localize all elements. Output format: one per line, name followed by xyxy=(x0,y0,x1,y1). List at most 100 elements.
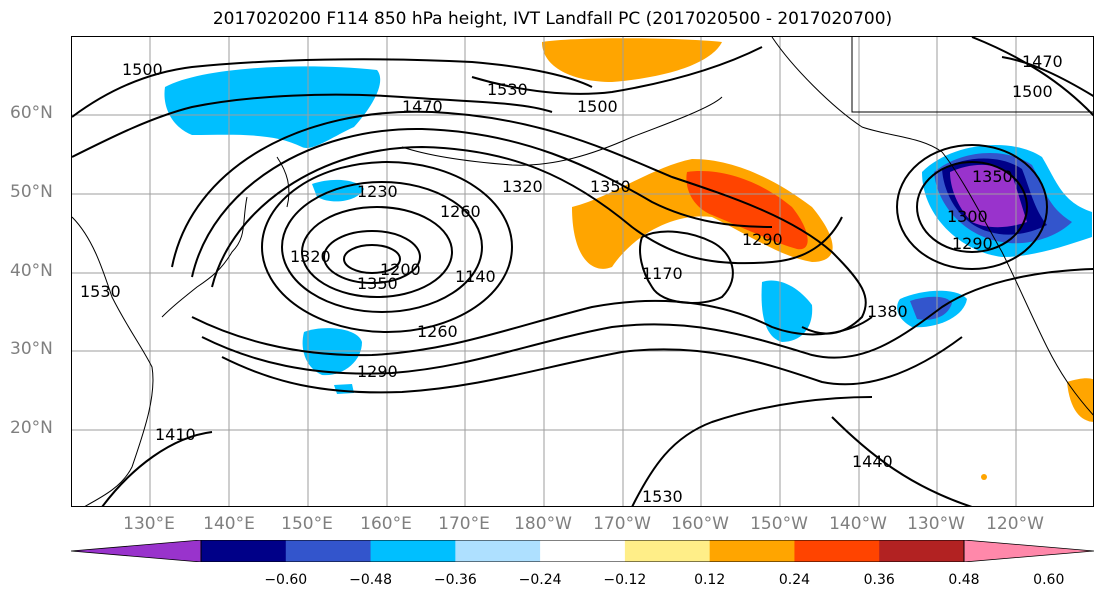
lat-label-50n: 50°N xyxy=(10,182,53,202)
lon-label-150w: 150°W xyxy=(750,514,808,534)
contour-1380 xyxy=(191,299,873,357)
contour-label: 1440 xyxy=(852,452,893,471)
height-contours xyxy=(72,37,1093,506)
contour-1170 xyxy=(323,230,421,284)
colorbar-cell xyxy=(879,540,965,562)
contour-label: 1470 xyxy=(402,97,443,116)
colorbar-extend-low xyxy=(71,540,202,562)
lat-label-30n: 30°N xyxy=(10,339,53,359)
contour-1200 xyxy=(301,206,453,298)
contour-label: 1260 xyxy=(417,322,458,341)
colorbar-tick-label: −0.36 xyxy=(433,572,477,588)
lon-label-160w: 160°W xyxy=(671,514,729,534)
contour-1350 xyxy=(171,110,867,335)
colorbar-outline xyxy=(200,540,965,562)
colorbar-tick-label: 0.12 xyxy=(694,572,726,588)
colorbar-cell xyxy=(370,540,456,562)
colorbar-tick-label: −0.24 xyxy=(518,572,562,588)
lon-label-130w: 130°W xyxy=(907,514,965,534)
colorbar-extend-high xyxy=(963,540,1094,562)
lon-label-130e: 130°E xyxy=(123,514,175,534)
shade-pos-se xyxy=(1067,378,1093,422)
contour-label: 1350 xyxy=(972,167,1013,186)
shade-pos-core xyxy=(686,171,808,250)
lon-label-150e: 150°E xyxy=(281,514,333,534)
coast-na-west xyxy=(941,151,1093,416)
contour-1530 xyxy=(471,46,973,506)
contour-label: 1350 xyxy=(357,274,398,293)
shade-neg-hawaii-ne-dark xyxy=(910,296,952,320)
colorbar-tick-label: 0.24 xyxy=(778,572,811,588)
contour-1470 xyxy=(72,93,553,506)
colorbar-cell xyxy=(624,540,711,562)
lat-label-20n: 20°N xyxy=(10,418,53,438)
contour-label: 1500 xyxy=(1012,82,1053,101)
colorbar-cell xyxy=(285,540,372,562)
contour-label: 1290 xyxy=(357,362,398,381)
contour-ne-upper xyxy=(971,37,1093,117)
colorbar-tick-label: −0.12 xyxy=(603,572,647,588)
colorbar-tick-label: −0.60 xyxy=(264,572,308,588)
colorbar-tick-label: 0.60 xyxy=(1033,572,1065,588)
lon-label-140w: 140°W xyxy=(829,514,887,534)
contour-1230 xyxy=(281,181,483,313)
contour-1260-e xyxy=(639,230,734,304)
contour-label: 1290 xyxy=(952,234,993,253)
colorbar-cell xyxy=(794,540,880,562)
contour-label: 1300 xyxy=(947,207,988,226)
contour-label: 1260 xyxy=(440,202,481,221)
contour-label: 1500 xyxy=(577,97,618,116)
colorbar-tick-label: 0.36 xyxy=(863,572,895,588)
colorbar-cell xyxy=(201,540,287,562)
contour-label: 1530 xyxy=(642,487,683,506)
contour-label: 1350 xyxy=(590,177,631,196)
coast-alaska xyxy=(771,37,943,153)
contour-ne-1320 xyxy=(896,144,1048,270)
coast-kamchatka xyxy=(276,156,290,208)
contour-label: 1290 xyxy=(742,230,783,249)
ivt-shading xyxy=(164,38,1093,480)
lon-label-180w: 180°W xyxy=(514,514,572,534)
map-panel: 1500 1470 1530 1500 1320 1350 1230 1260 … xyxy=(71,36,1094,507)
colorbar xyxy=(71,540,1094,562)
map-svg: 1500 1470 1530 1500 1320 1350 1230 1260 … xyxy=(72,37,1093,506)
contour-label: 1380 xyxy=(867,302,908,321)
shade-pos-north xyxy=(542,38,722,82)
lon-label-140e: 140°E xyxy=(203,514,255,534)
contour-1410 xyxy=(201,268,1093,375)
shade-neg-bc-core xyxy=(950,164,1027,228)
contour-label: 1320 xyxy=(502,177,543,196)
contour-1260-w xyxy=(261,161,513,333)
contour-label: 1530 xyxy=(487,80,528,99)
colorbar-tick-label: 0.48 xyxy=(948,572,980,588)
contour-labels: 1500 1470 1530 1500 1320 1350 1230 1260 … xyxy=(80,52,1063,506)
lat-label-60n: 60°N xyxy=(10,103,53,123)
contour-label: 1230 xyxy=(357,182,398,201)
coast-asia xyxy=(72,216,154,506)
contour-1440 xyxy=(221,336,963,394)
lon-label-170e: 170°E xyxy=(438,514,490,534)
contour-1500 xyxy=(72,58,873,506)
colorbar-cell xyxy=(709,540,795,562)
contour-1320 xyxy=(191,127,773,278)
shade-pos-dot xyxy=(981,474,987,480)
contour-label: 1410 xyxy=(155,425,196,444)
shade-neg-central xyxy=(761,280,813,342)
contour-label: 1500 xyxy=(122,60,163,79)
colorbar-cell xyxy=(540,540,626,562)
lon-label-120w: 120°W xyxy=(986,514,1044,534)
shade-neg-south xyxy=(302,328,362,376)
contour-label: 1320 xyxy=(290,247,331,266)
contour-ne-1290 xyxy=(916,161,1028,253)
colorbar-tick-label: −0.48 xyxy=(349,572,392,588)
contour-1140 xyxy=(343,244,401,274)
contour-1290 xyxy=(211,145,843,288)
shade-pos-main xyxy=(572,159,833,269)
contour-label: 1530 xyxy=(80,282,121,301)
colorbar-cell xyxy=(455,540,541,562)
contour-label: 1170 xyxy=(642,264,683,283)
coast-border xyxy=(851,37,1093,113)
contour-label: 1200 xyxy=(380,260,421,279)
lat-label-40n: 40°N xyxy=(10,261,53,281)
plot-title: 2017020200 F114 850 hPa height, IVT Land… xyxy=(212,9,893,29)
